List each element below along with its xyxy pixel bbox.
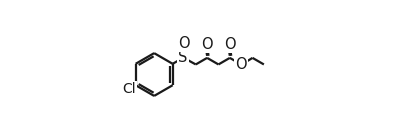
Text: Cl: Cl xyxy=(123,82,136,96)
Text: O: O xyxy=(201,37,213,52)
Text: O: O xyxy=(178,36,190,51)
Text: O: O xyxy=(235,57,247,72)
Text: S: S xyxy=(178,50,188,65)
Text: O: O xyxy=(224,37,236,52)
